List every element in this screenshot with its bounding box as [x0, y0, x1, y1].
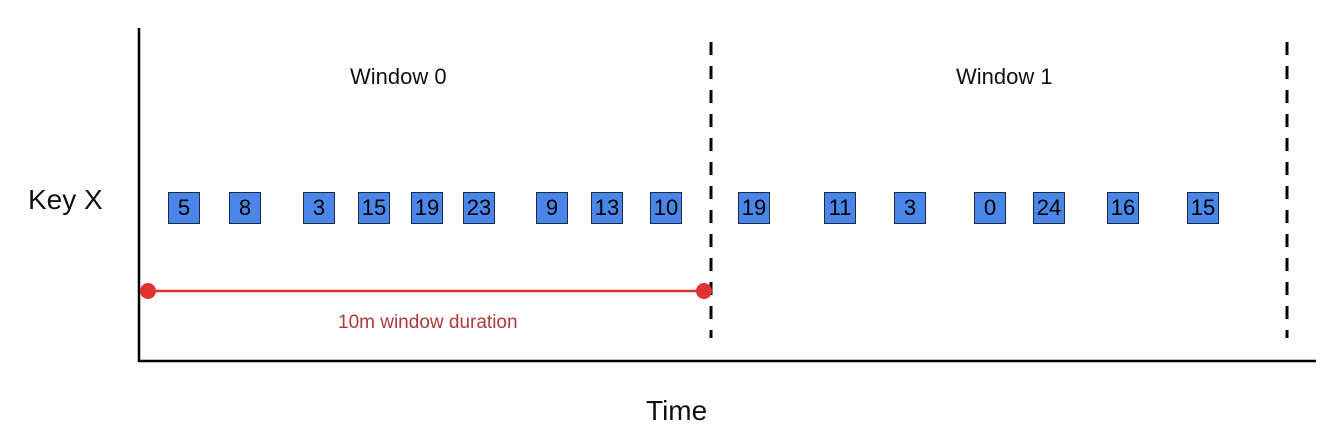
event-box: 0: [974, 192, 1006, 224]
window-0-label: Window 0: [350, 64, 447, 89]
event-box: 11: [824, 192, 856, 224]
event-box: 15: [358, 192, 390, 224]
event-box: 8: [229, 192, 261, 224]
event-box: 3: [894, 192, 926, 224]
x-axis-label: Time: [646, 395, 708, 426]
event-box: 16: [1107, 192, 1139, 224]
event-box: 5: [168, 192, 200, 224]
duration-start-dot: [140, 283, 156, 299]
window-1-label: Window 1: [956, 64, 1053, 89]
event-box: 9: [536, 192, 568, 224]
event-box: 10: [650, 192, 682, 224]
event-box: 3: [303, 192, 335, 224]
event-box: 13: [591, 192, 623, 224]
event-box: 15: [1187, 192, 1219, 224]
event-box: 19: [738, 192, 770, 224]
event-box: 23: [463, 192, 495, 224]
event-box: 24: [1033, 192, 1065, 224]
duration-end-dot: [696, 283, 712, 299]
y-axis-label: Key X: [28, 184, 103, 215]
event-box: 19: [411, 192, 443, 224]
duration-label: 10m window duration: [338, 312, 518, 333]
